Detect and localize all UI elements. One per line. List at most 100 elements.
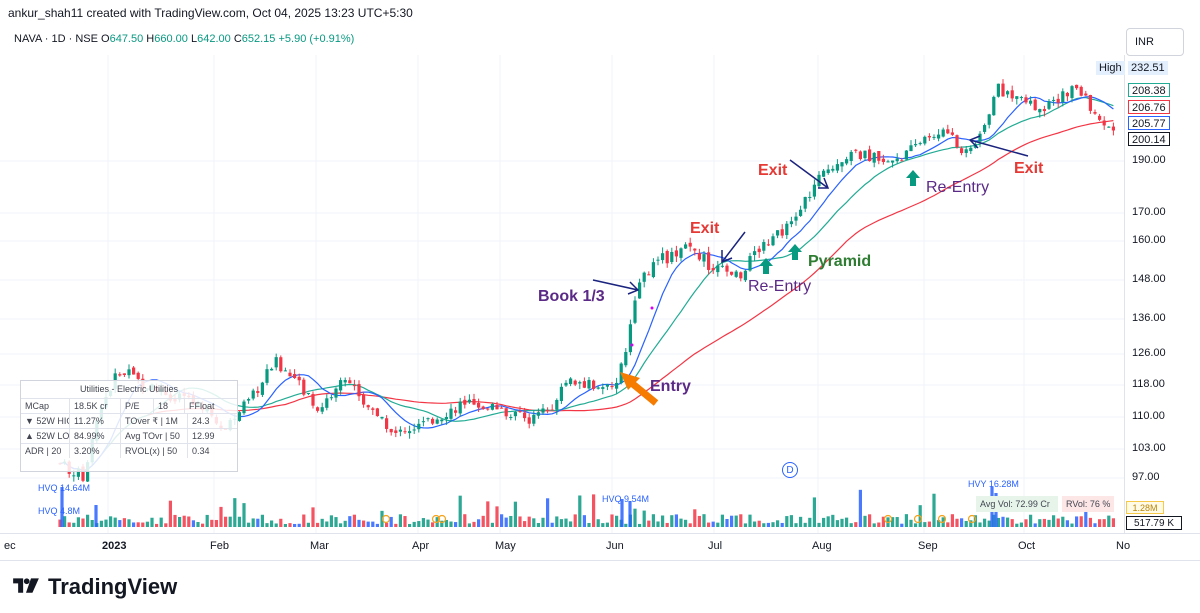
candle-body bbox=[559, 386, 563, 401]
candle-body bbox=[891, 160, 895, 163]
volume-bar bbox=[1006, 517, 1010, 527]
low-label: L bbox=[190, 33, 198, 45]
volume-bar bbox=[688, 523, 692, 527]
candle-body bbox=[858, 151, 862, 160]
candle-body bbox=[426, 418, 430, 420]
volume-bar bbox=[311, 507, 315, 527]
volume-bar bbox=[260, 514, 264, 527]
volume-bar bbox=[214, 519, 218, 527]
candle-body bbox=[1047, 101, 1051, 109]
candle-body bbox=[950, 132, 954, 135]
candle-body bbox=[670, 251, 674, 263]
volume-bar bbox=[504, 517, 508, 527]
volume-bar bbox=[670, 515, 674, 527]
table-cell: 11.27% bbox=[70, 414, 121, 428]
volume-bar bbox=[757, 520, 761, 527]
candle-body bbox=[371, 408, 375, 410]
table-cell: 3.20% bbox=[70, 444, 121, 458]
volume-bar bbox=[799, 516, 803, 527]
candle-body bbox=[555, 399, 559, 410]
volume-bar bbox=[992, 514, 996, 527]
volume-bar bbox=[122, 518, 126, 527]
candle-body bbox=[352, 385, 356, 387]
volume-bar bbox=[983, 518, 987, 527]
candle-body bbox=[941, 129, 945, 137]
candle-body bbox=[431, 418, 435, 424]
avg-volume-box: Avg Vol: 72.99 Cr bbox=[976, 496, 1058, 512]
time-tick: Apr bbox=[412, 540, 430, 552]
table-cell: ▲ 52W LOW bbox=[21, 429, 70, 443]
candle-body bbox=[513, 411, 517, 417]
volume-bar bbox=[550, 522, 554, 527]
candle-body bbox=[789, 221, 793, 225]
volume-label: HVY 16.28M bbox=[968, 479, 1019, 489]
price-tick: 190.00 bbox=[1132, 154, 1166, 166]
volume-bar bbox=[1015, 523, 1019, 527]
table-cell: 84.99% bbox=[70, 429, 121, 443]
time-tick: Feb bbox=[210, 540, 229, 552]
volume-bar bbox=[891, 517, 895, 527]
candle-body bbox=[1102, 120, 1106, 126]
volume-bar bbox=[527, 516, 531, 527]
volume-bar bbox=[863, 515, 867, 527]
pivot-marker-icon bbox=[381, 514, 391, 524]
symbol-legend[interactable]: NAVA · 1D · NSE O647.50 H660.00 L642.00 … bbox=[14, 33, 354, 45]
candle-body bbox=[247, 399, 251, 401]
volume-bar bbox=[224, 516, 228, 527]
volume-bar bbox=[173, 514, 177, 527]
candle-body bbox=[1056, 98, 1060, 103]
candle-body bbox=[398, 429, 402, 432]
candle-body bbox=[1033, 99, 1037, 111]
volume-bar bbox=[651, 514, 655, 527]
candle-body bbox=[739, 272, 743, 279]
currency-selector[interactable]: INR bbox=[1126, 28, 1184, 56]
volume-bar bbox=[1065, 520, 1069, 527]
candle-body bbox=[955, 135, 959, 148]
candle-body bbox=[403, 431, 407, 433]
volume-bar bbox=[127, 519, 131, 527]
candle-body bbox=[490, 404, 494, 410]
volume-bar bbox=[63, 516, 67, 527]
candle-body bbox=[946, 129, 950, 134]
price-tick: 118.00 bbox=[1132, 378, 1165, 390]
volume-bar bbox=[334, 517, 338, 527]
volume-bar bbox=[1052, 515, 1056, 527]
candle-body bbox=[992, 96, 996, 116]
candle-body bbox=[642, 272, 646, 282]
volume-bar bbox=[477, 519, 481, 527]
candle-body bbox=[454, 410, 458, 413]
volume-bar bbox=[1029, 514, 1033, 527]
symbol-name[interactable]: NAVA · 1D · NSE bbox=[14, 33, 98, 45]
volume-bar bbox=[398, 514, 402, 527]
volume-label: HVQ 14.64M bbox=[38, 483, 91, 493]
candle-body bbox=[932, 136, 936, 138]
volume-bar bbox=[178, 516, 182, 527]
price-tick: 110.00 bbox=[1132, 410, 1165, 422]
time-tick: ec bbox=[4, 540, 16, 552]
candle-body bbox=[918, 143, 922, 145]
candle-body bbox=[725, 265, 729, 272]
volume-bar bbox=[467, 523, 471, 527]
candle-body bbox=[412, 429, 416, 431]
candle-body bbox=[969, 147, 973, 152]
candle-body bbox=[306, 392, 310, 394]
pyramid-up-arrow bbox=[788, 244, 802, 260]
dividend-marker-icon[interactable]: D bbox=[782, 462, 798, 478]
time-tick: Jun bbox=[606, 540, 624, 552]
candle-body bbox=[417, 423, 421, 430]
volume-bar bbox=[794, 523, 798, 527]
volume-bar bbox=[620, 499, 624, 527]
book-annotation: Book 1/3 bbox=[538, 288, 605, 305]
candle-body bbox=[136, 372, 140, 379]
volume-bar bbox=[316, 522, 320, 527]
price-tick: 148.00 bbox=[1132, 273, 1166, 285]
candle-body bbox=[72, 475, 76, 477]
volume-bar bbox=[716, 522, 720, 527]
volume-bar bbox=[771, 522, 775, 527]
table-cell: 24.3 bbox=[192, 416, 210, 426]
volume-bar bbox=[348, 516, 352, 527]
candle-body bbox=[766, 244, 770, 246]
volume-bar bbox=[628, 501, 632, 527]
volume-bar bbox=[444, 519, 448, 527]
